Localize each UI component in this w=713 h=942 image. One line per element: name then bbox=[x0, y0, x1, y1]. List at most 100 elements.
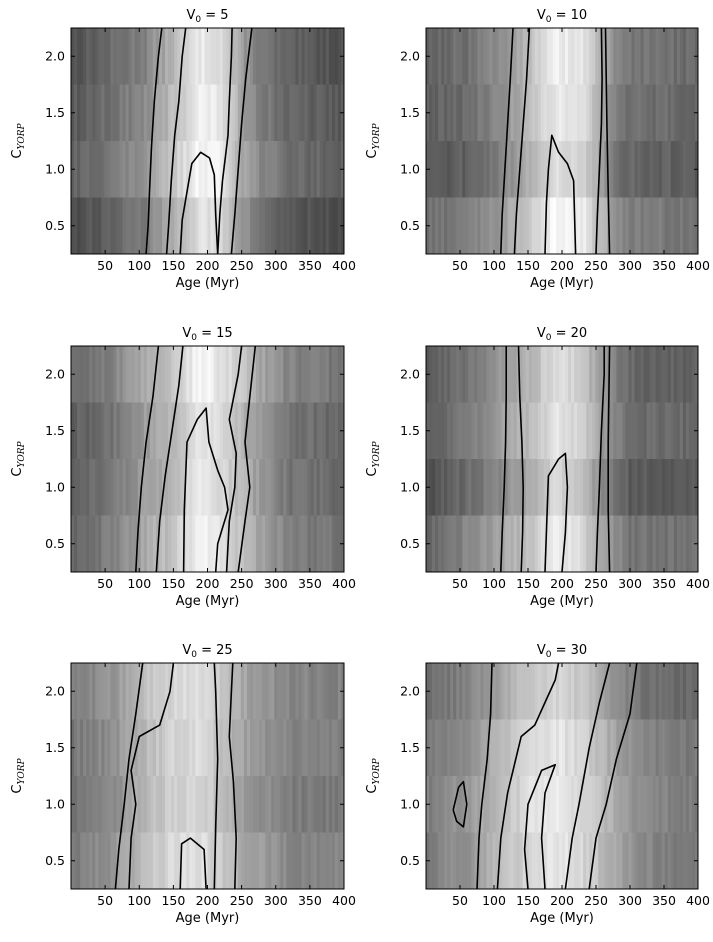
heatmap-cell bbox=[180, 776, 184, 834]
heatmap-cell bbox=[667, 515, 672, 572]
heatmap-cell bbox=[631, 28, 636, 86]
heatmap-cell bbox=[525, 459, 530, 517]
heatmap-cell bbox=[441, 28, 445, 86]
heatmap-cell bbox=[601, 832, 605, 889]
heatmap-cell bbox=[468, 402, 472, 460]
x-tick-label: 300 bbox=[264, 893, 288, 908]
heatmap-cell bbox=[522, 141, 527, 199]
heatmap-cell bbox=[607, 776, 611, 834]
heatmap-cell bbox=[534, 515, 539, 572]
heatmap-cell bbox=[432, 776, 436, 834]
heatmap-cell bbox=[619, 515, 624, 572]
heatmap-cell bbox=[146, 663, 151, 721]
heatmap-cell bbox=[477, 832, 481, 889]
heatmap-cell bbox=[583, 84, 587, 142]
heatmap-cell bbox=[146, 28, 151, 86]
heatmap-cell bbox=[249, 28, 254, 86]
heatmap-cell bbox=[568, 28, 572, 86]
heatmap-cell bbox=[637, 197, 642, 254]
heatmap-cell bbox=[625, 402, 630, 460]
heatmap-cell bbox=[98, 141, 102, 199]
heatmap-cell bbox=[268, 663, 272, 721]
heatmap-cell bbox=[589, 197, 593, 254]
heatmap-cell bbox=[468, 515, 472, 572]
heatmap-cell bbox=[259, 459, 263, 517]
heatmap-cell bbox=[265, 719, 269, 777]
heatmap-cell bbox=[192, 459, 196, 517]
heatmap-cell bbox=[661, 28, 666, 86]
contour-line-3 bbox=[179, 837, 207, 889]
heatmap-cell bbox=[246, 719, 251, 777]
heatmap-cell bbox=[673, 663, 678, 721]
heatmap-cell bbox=[676, 832, 681, 889]
heatmap-cell bbox=[195, 346, 199, 404]
heatmap-cell bbox=[667, 28, 672, 86]
heatmap-cell bbox=[107, 402, 112, 460]
heatmap-cell bbox=[183, 663, 187, 721]
x-tick-label: 350 bbox=[298, 576, 322, 591]
heatmap-cell bbox=[110, 141, 115, 199]
heatmap-cell bbox=[507, 84, 512, 142]
heatmap-cell bbox=[465, 141, 469, 199]
heatmap-cell bbox=[525, 346, 530, 404]
contour-line-3 bbox=[544, 134, 577, 254]
heatmap-cell bbox=[450, 776, 454, 834]
heatmap-cell bbox=[125, 663, 130, 721]
heatmap-cell bbox=[246, 141, 251, 199]
heatmap-cell bbox=[319, 459, 324, 517]
heatmap-cell bbox=[74, 197, 78, 254]
heatmap-cell bbox=[168, 346, 172, 404]
heatmap-cell bbox=[101, 141, 105, 199]
heatmap-cell bbox=[155, 197, 160, 254]
heatmap-cell bbox=[119, 832, 124, 889]
heatmap-cell bbox=[495, 402, 500, 460]
heatmap-cell bbox=[256, 832, 260, 889]
heatmap-cell bbox=[574, 663, 578, 721]
heatmap-cell bbox=[162, 84, 166, 142]
heatmap-cell bbox=[137, 197, 142, 254]
heatmap-cell bbox=[104, 28, 108, 86]
heatmap-cell bbox=[316, 459, 321, 517]
heatmap-cell bbox=[301, 663, 306, 721]
heatmap-cell bbox=[658, 197, 663, 254]
heatmap-cell bbox=[234, 719, 239, 777]
heatmap-cell bbox=[495, 719, 500, 777]
heatmap-cell bbox=[685, 402, 690, 460]
heatmap-cell bbox=[265, 776, 269, 834]
heatmap-cell bbox=[540, 719, 545, 777]
heatmap-cell bbox=[643, 402, 648, 460]
heatmap-cell bbox=[334, 28, 339, 86]
heatmap-cell bbox=[253, 141, 257, 199]
heatmap-cell bbox=[143, 719, 148, 777]
heatmap-cell bbox=[450, 719, 454, 777]
heatmap-cell bbox=[298, 402, 303, 460]
heatmap-cell bbox=[210, 515, 215, 572]
heatmap-cell bbox=[237, 515, 242, 572]
heatmap-cell bbox=[219, 459, 224, 517]
heatmap-cell bbox=[310, 402, 315, 460]
heatmap-cell bbox=[519, 719, 524, 777]
heatmap-cell bbox=[568, 663, 572, 721]
heatmap-cell bbox=[304, 346, 309, 404]
chart-title: V0 = 10 bbox=[537, 8, 587, 25]
heatmap-cell bbox=[586, 141, 590, 199]
heatmap-cell bbox=[177, 402, 181, 460]
heatmap-cell bbox=[143, 346, 148, 404]
heatmap-cell bbox=[688, 663, 693, 721]
heatmap-cell bbox=[555, 84, 560, 142]
heatmap-cell bbox=[174, 832, 178, 889]
heatmap-cell bbox=[495, 84, 500, 142]
heatmap-cell bbox=[456, 84, 460, 142]
heatmap-cell bbox=[283, 28, 287, 86]
heatmap-cell bbox=[595, 346, 599, 404]
heatmap-cell bbox=[631, 515, 636, 572]
heatmap-cell bbox=[274, 832, 278, 889]
heatmap-cell bbox=[119, 459, 124, 517]
heatmap-cell bbox=[119, 515, 124, 572]
heatmap-cell bbox=[325, 402, 330, 460]
heatmap-cell bbox=[286, 402, 290, 460]
heatmap-cell bbox=[462, 776, 466, 834]
heatmap-cell bbox=[432, 832, 436, 889]
heatmap-cell bbox=[168, 141, 172, 199]
heatmap-cell bbox=[231, 346, 236, 404]
